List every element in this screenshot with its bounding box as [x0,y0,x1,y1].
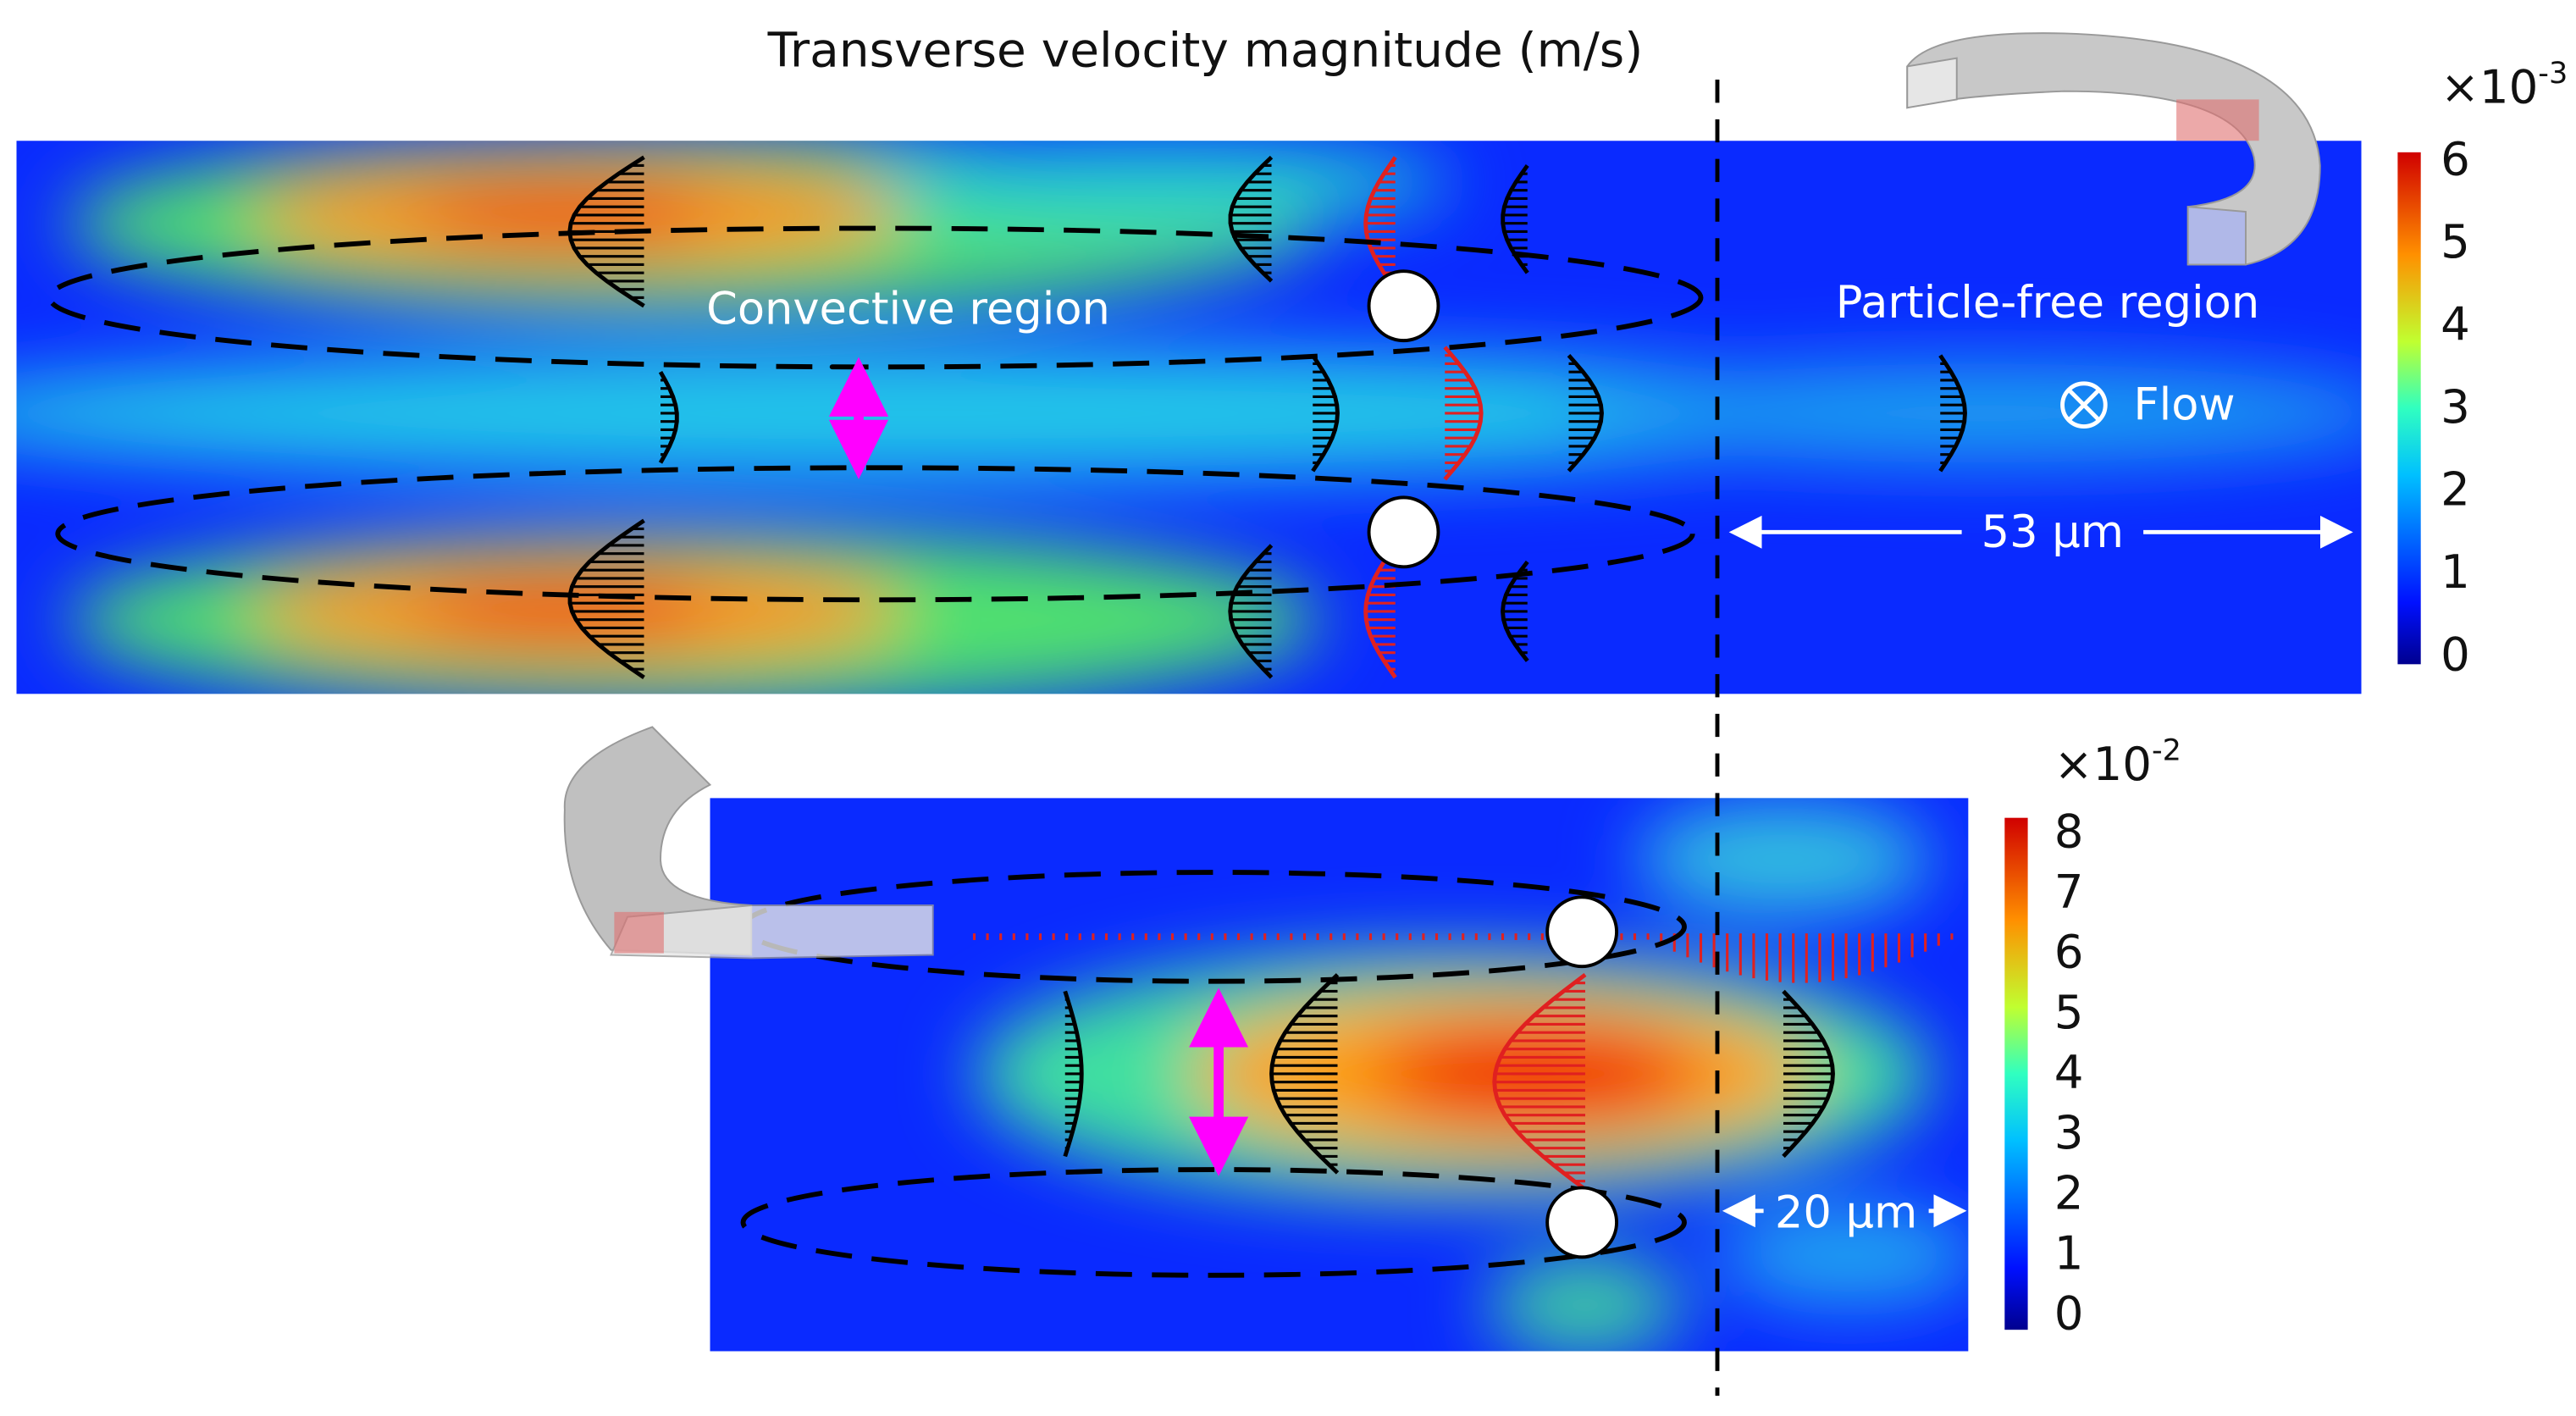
profile-envelope [1567,354,1604,473]
profile-envelope [1443,346,1484,481]
profile-envelope [1063,990,1084,1158]
width-label: 53 µm [1982,506,2125,558]
profile-envelope [1363,156,1397,291]
flow-label: Flow [2133,379,2235,431]
colorbar-tick-label: 5 [2441,214,2470,268]
colorbar [2004,817,2028,1330]
colorbar-tick-label: 0 [2441,628,2470,682]
channel-sketch [563,32,2321,960]
colorbar-tick-label: 3 [2054,1105,2084,1159]
colorbar-tick-label: 6 [2441,132,2470,186]
colorbar-tick-label: 5 [2054,985,2084,1039]
particles [1367,269,1618,1259]
profile-envelope [1363,544,1397,679]
colorbar-tick-label: 1 [2441,545,2470,599]
exponent: -2 [2152,733,2181,767]
width-label: 20 µm [1775,1186,1918,1238]
colorbar-tick-label: 3 [2441,379,2470,434]
profile-envelope [1501,560,1529,662]
colorbar-tick-label: 4 [2441,297,2470,351]
profile-envelope [658,370,679,464]
colorbar-multiplier: ×10-3 [2441,56,2568,113]
flow-symbol [2060,381,2108,429]
colorbar-multiplier: ×10-2 [2054,733,2181,790]
profile-envelope [1228,155,1274,283]
profile-envelope [1228,544,1274,679]
colorbar-tick-label: 8 [2054,804,2084,858]
colorbar-tick-label: 2 [2054,1165,2084,1220]
profile-envelope [1269,973,1340,1175]
region-label: Particle-free region [1836,277,2259,329]
colorbar-tick-label: 2 [2441,462,2470,517]
profile-envelope [1782,989,1835,1159]
colorbar-tick-label: 1 [2054,1226,2084,1280]
colorbar-tick-label: 4 [2054,1045,2084,1099]
colorbar-tick-label: 0 [2054,1286,2084,1341]
figure-title: Transverse velocity magnitude (m/s) [767,23,1644,78]
profile-envelope [1311,354,1340,473]
profile-envelope [1492,972,1587,1192]
top-heatmap [16,141,2362,694]
exponent: -3 [2538,56,2568,91]
multiplier: ×10 [2441,59,2538,113]
region-label: Convective region [706,284,1110,335]
multiplier: ×10 [2054,737,2152,791]
colorbar-tick-label: 7 [2054,864,2084,918]
colorbar-tick-label: 6 [2054,925,2084,979]
colorbar [2397,152,2421,665]
profile-envelope [567,518,645,679]
profile-envelope [1938,354,1967,473]
